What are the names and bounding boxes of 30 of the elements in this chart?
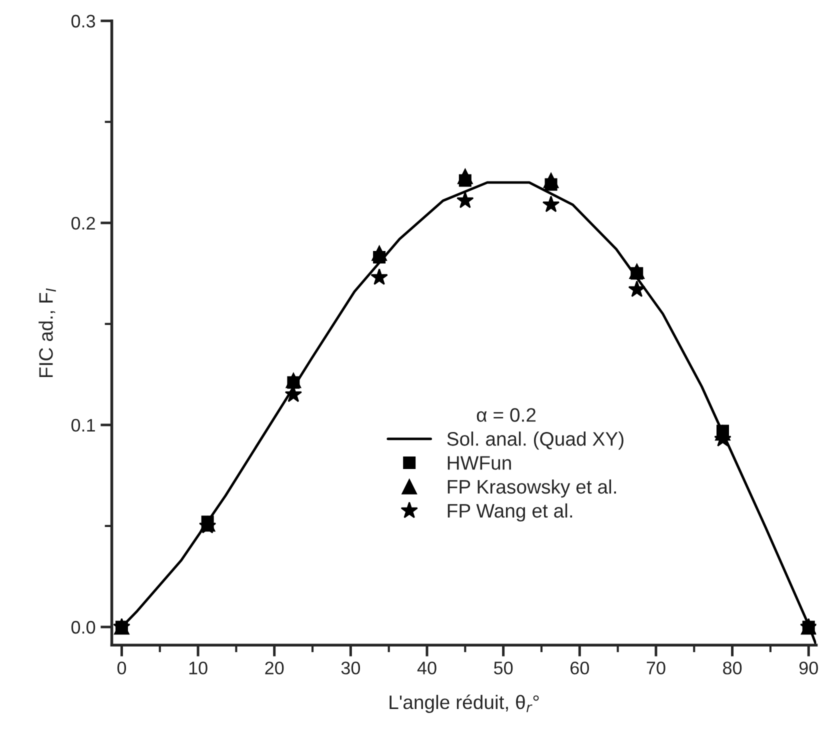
y-tick-label: 0.3 — [71, 14, 96, 28]
x-tick-label: 70 — [646, 662, 666, 674]
x-tick-label: 0 — [117, 662, 126, 674]
point — [628, 280, 646, 298]
point — [370, 268, 388, 285]
point — [629, 264, 645, 280]
point — [456, 192, 474, 208]
legend-label: FP Wang et al. — [448, 503, 572, 522]
y-axis-title: FIC ad., F$_{I}$ — [38, 288, 56, 378]
point — [286, 372, 302, 388]
y-tick-label: 0.0 — [71, 620, 96, 634]
y-tick-label: 0.1 — [71, 418, 95, 432]
legend-label: Sol. anal. (Quad XY) — [447, 432, 624, 450]
point — [458, 168, 473, 184]
x-tick-label: 10 — [189, 662, 208, 674]
legend-label: HWFun — [448, 456, 511, 470]
x-tick-label: 20 — [265, 662, 284, 674]
x-tick-label: 40 — [417, 662, 436, 674]
legend-title: α = 0.2 — [476, 408, 536, 422]
x-tick-label: 60 — [570, 662, 589, 674]
point — [372, 246, 387, 261]
x-tick-label: 30 — [341, 662, 360, 674]
x-tick-label: 80 — [723, 662, 742, 674]
point — [542, 196, 560, 212]
x-axis-title: L'angle réduit, θ$_{r}$° — [390, 694, 539, 713]
point — [543, 172, 559, 188]
y-tick-label: 0.2 — [71, 216, 95, 230]
x-tick-label: 90 — [799, 662, 818, 674]
x-tick-label: 50 — [494, 662, 513, 674]
legend-label: FP Krasowsky et al. — [448, 479, 616, 498]
